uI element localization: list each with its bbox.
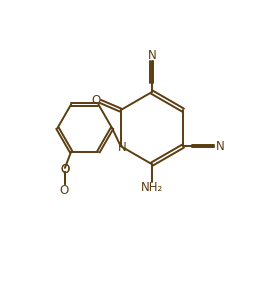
Text: O: O <box>59 184 68 197</box>
Text: N: N <box>148 49 156 62</box>
Text: N: N <box>118 141 127 154</box>
Text: NH₂: NH₂ <box>141 181 163 194</box>
Text: O: O <box>60 163 70 176</box>
Text: O: O <box>91 94 100 107</box>
Text: O: O <box>60 164 70 176</box>
Text: N: N <box>216 140 225 152</box>
